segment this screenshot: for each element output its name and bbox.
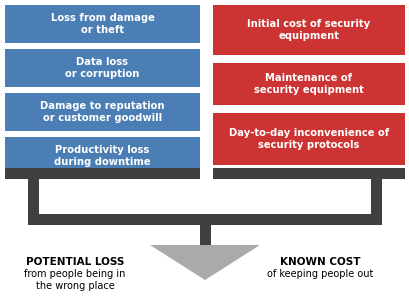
Text: Maintenance of
security equipment: Maintenance of security equipment: [254, 73, 363, 95]
Polygon shape: [150, 245, 259, 280]
Text: from people being in
the wrong place: from people being in the wrong place: [24, 269, 126, 291]
Bar: [213, 63, 404, 105]
Bar: [5, 168, 200, 179]
Text: Initial cost of security
equipment: Initial cost of security equipment: [247, 19, 370, 41]
Bar: [28, 214, 381, 225]
Text: of keeping people out: of keeping people out: [266, 269, 372, 279]
Bar: [28, 179, 39, 225]
Text: Loss from damage
or theft: Loss from damage or theft: [50, 13, 154, 35]
Bar: [5, 93, 200, 131]
Bar: [213, 5, 404, 55]
Bar: [5, 5, 200, 43]
Text: POTENTIAL LOSS: POTENTIAL LOSS: [26, 257, 124, 267]
Text: Data loss
or corruption: Data loss or corruption: [65, 57, 139, 79]
Bar: [213, 113, 404, 165]
Bar: [370, 179, 381, 225]
Text: Damage to reputation
or customer goodwill: Damage to reputation or customer goodwil…: [40, 101, 164, 123]
Bar: [5, 49, 200, 87]
Text: Day-to-day inconvenience of
security protocols: Day-to-day inconvenience of security pro…: [228, 128, 388, 150]
Bar: [200, 225, 211, 245]
Text: KNOWN COST: KNOWN COST: [279, 257, 360, 267]
Text: Productivity loss
during downtime: Productivity loss during downtime: [54, 145, 151, 167]
Bar: [5, 137, 200, 175]
Bar: [213, 168, 404, 179]
